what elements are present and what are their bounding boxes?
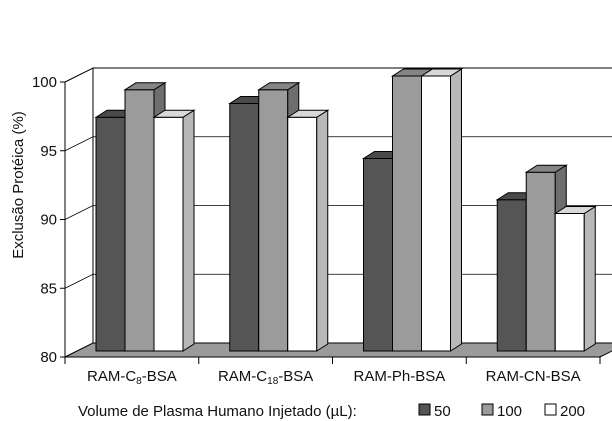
x-axis-categories: RAM-C8-BSA RAM-C18-BSA RAM-Ph-BSA RAM-CN-BS… [64, 357, 601, 387]
legend-item-50: 50 [418, 403, 451, 420]
bar-200-1 [286, 109, 330, 352]
y-tick-label: 85 [40, 280, 57, 297]
bar-200-2 [419, 68, 464, 352]
bars [94, 68, 597, 352]
legend-label: 100 [497, 403, 522, 420]
legend: Volume de Plasma Humano Injetado (µL): 5… [78, 403, 585, 420]
legend-title: Volume de Plasma Humano Injetado (µL): [78, 403, 357, 420]
bar-200-0 [152, 109, 196, 352]
x-category-label: RAM-CN-BSA [486, 368, 581, 385]
legend-swatch [481, 403, 494, 416]
x-category-label: RAM-Ph-BSA [354, 368, 446, 385]
legend-swatch [544, 403, 557, 416]
y-tick-label: 95 [40, 143, 57, 160]
y-tick-label: 100 [32, 74, 57, 91]
legend-item-200: 200 [544, 403, 585, 420]
y-axis-ticks: 80 85 90 95 100 [32, 74, 65, 366]
y-axis-title: Exclusão Protéica (%) [10, 111, 27, 259]
y-tick-label: 80 [40, 349, 57, 366]
legend-label: 50 [434, 403, 451, 420]
y-tick-label: 90 [40, 212, 57, 229]
x-category-label: RAM-C8-BSA [87, 368, 177, 387]
legend-swatch [418, 403, 431, 416]
x-category-label: RAM-C18-BSA [218, 368, 313, 387]
legend-label: 200 [560, 403, 585, 420]
legend-item-100: 100 [481, 403, 522, 420]
bar-200-3 [553, 205, 597, 352]
